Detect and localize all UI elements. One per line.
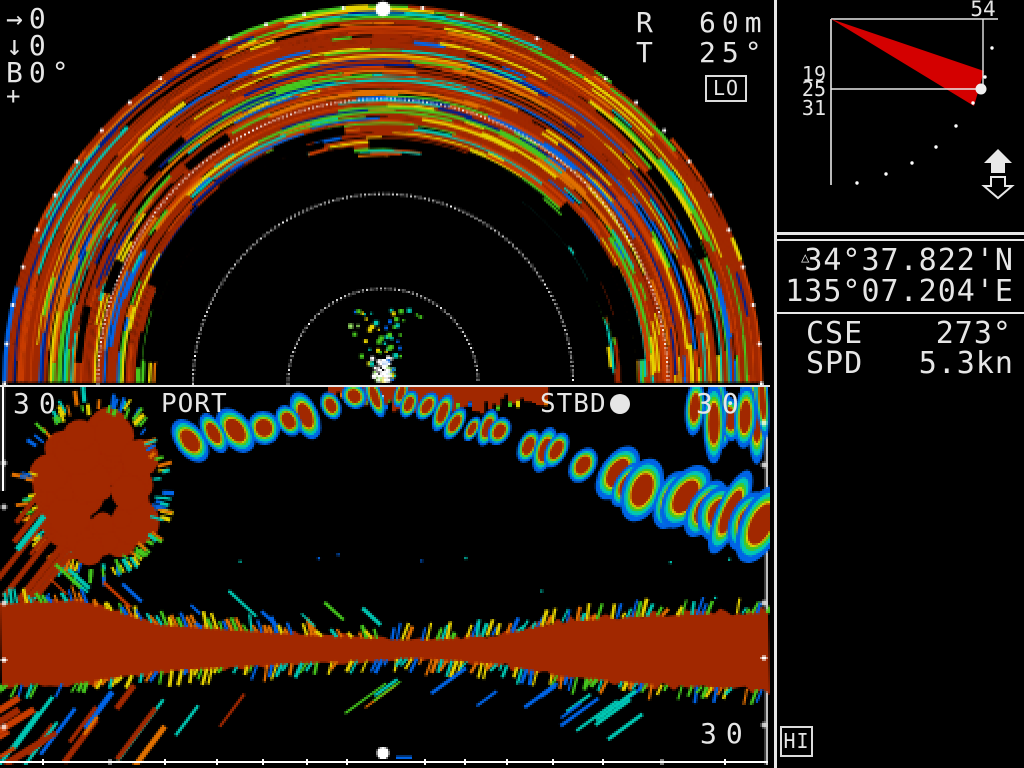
cursor-y-readout: ↓0 <box>6 29 52 62</box>
cursor-x-readout: →0 <box>6 2 52 35</box>
nav-divider-mid <box>776 311 1024 314</box>
beam-tilt-diagram[interactable]: 54 19 25 31 <box>776 0 1024 232</box>
cross-section-display[interactable] <box>0 387 770 765</box>
beam-wedge <box>831 19 984 106</box>
panel-divider-vertical <box>774 0 777 768</box>
tilt-down-arrow[interactable] <box>981 176 1015 200</box>
stbd-range-label: 30 <box>696 387 748 420</box>
tilt-center-value: 25 <box>802 77 826 101</box>
speed-value: 5.3kn <box>918 346 1014 381</box>
beam-distance-value: 54 <box>970 0 995 21</box>
right-arrow-icon: → <box>6 2 29 35</box>
sonar-display[interactable] <box>0 0 770 385</box>
nav-divider-top-a <box>776 232 1024 235</box>
gain-mode-badge: LO <box>705 75 747 102</box>
range-value: 60m <box>699 6 768 39</box>
cursor-cross-icon: + <box>6 82 21 110</box>
course-value: 273° <box>935 316 1012 351</box>
course-label: CSE <box>806 316 864 351</box>
speed-label: SPD <box>806 346 864 381</box>
stbd-label: STBD <box>540 391 630 417</box>
tilt-lower-value: 31 <box>802 96 826 120</box>
panel-divider-horizontal <box>0 385 770 387</box>
stbd-marker-dot <box>609 394 630 414</box>
seabed-trace-dots <box>855 46 994 185</box>
tilt-up-arrow[interactable] <box>984 149 1012 173</box>
longitude-value: 135°07.204'E <box>785 274 1014 309</box>
tilt-label: T <box>636 36 659 69</box>
bottom-range-label: 30 <box>700 717 752 750</box>
position-mark-icon: △ <box>801 250 810 266</box>
port-range-label: 30 <box>13 387 65 420</box>
cursor-bearing-readout: B0° <box>6 56 75 89</box>
power-mode-badge: HI <box>780 726 813 757</box>
port-label: PORT <box>161 389 228 419</box>
tilt-value: 25° <box>699 36 768 69</box>
tilt-upper-value: 19 <box>802 62 826 86</box>
range-label: R <box>636 6 659 39</box>
latitude-value: 34°37.822'N <box>804 243 1014 278</box>
beam-target-dot <box>975 83 987 95</box>
nav-divider-top-b <box>776 238 1024 241</box>
down-arrow-icon: ↓ <box>6 29 29 62</box>
